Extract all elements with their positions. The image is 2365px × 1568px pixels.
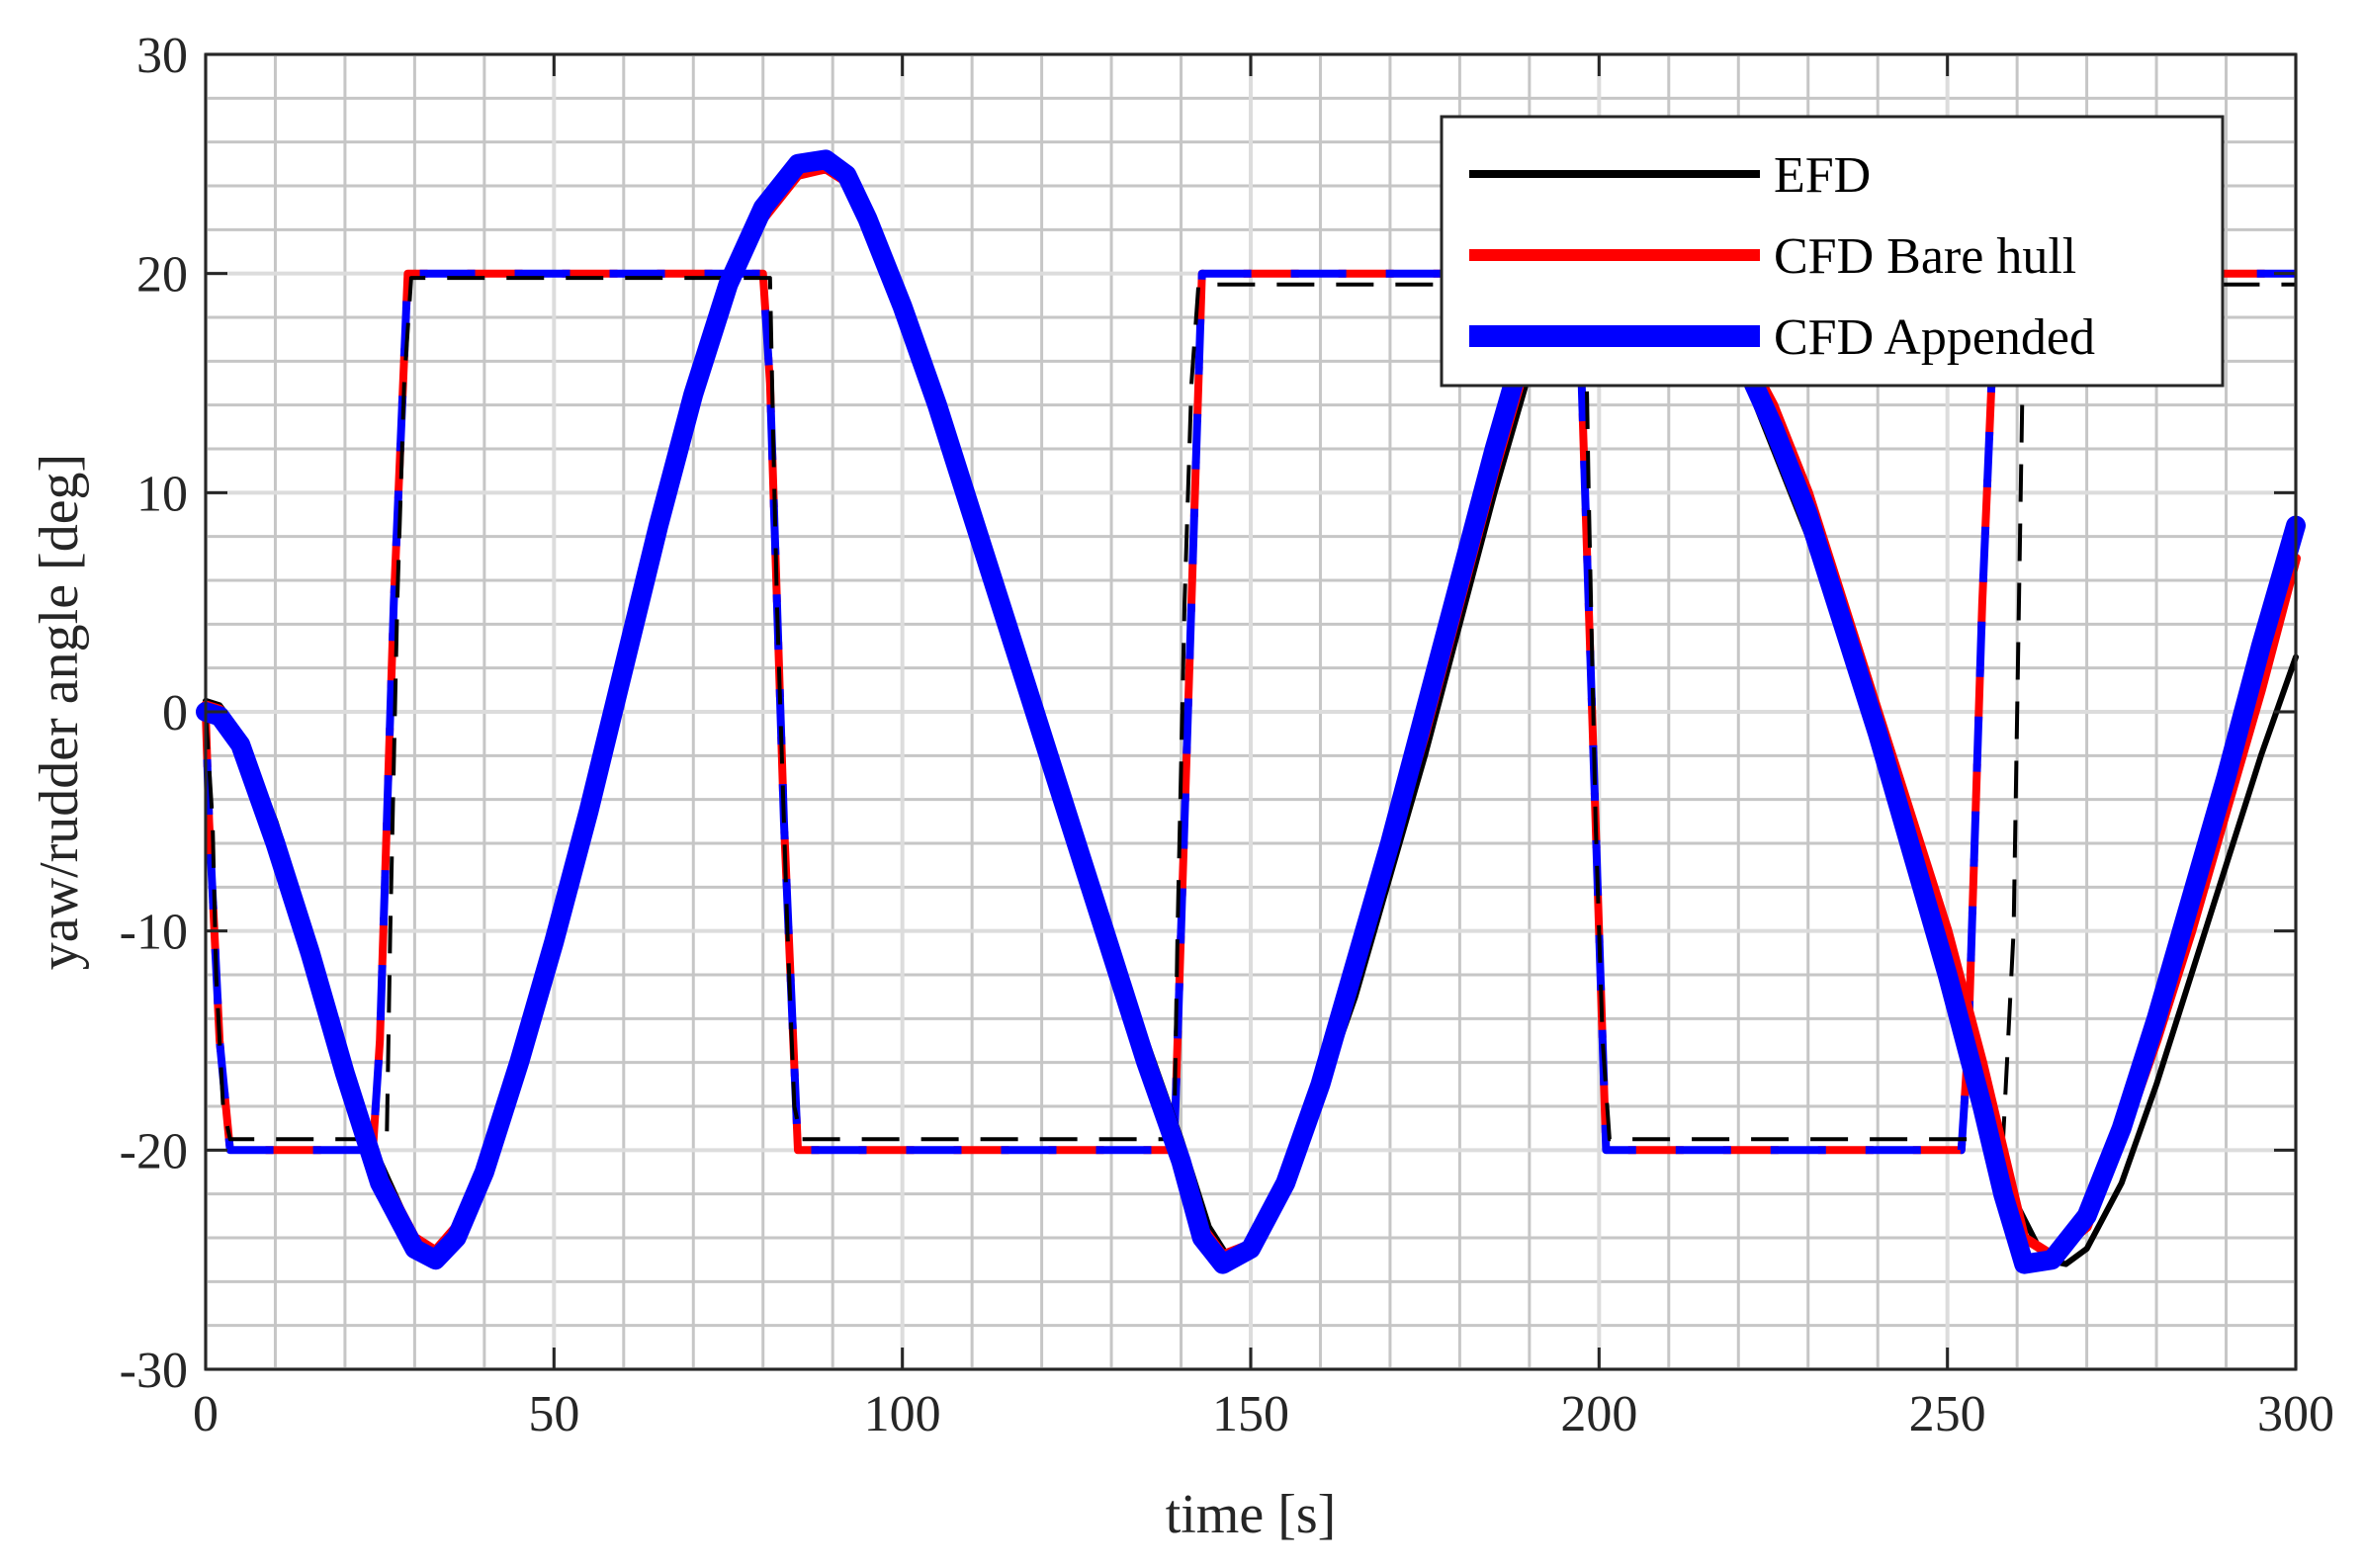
y-tick-label: -30 bbox=[120, 1343, 188, 1399]
x-tick-label: 50 bbox=[528, 1386, 579, 1442]
y-tick-label: -10 bbox=[120, 905, 188, 961]
x-tick-label: 300 bbox=[2257, 1386, 2334, 1442]
x-tick-label: 150 bbox=[1212, 1386, 1289, 1442]
legend-label: EFD bbox=[1774, 147, 1871, 204]
legend-label: CFD Bare hull bbox=[1774, 228, 2076, 285]
y-tick-label: 10 bbox=[136, 466, 188, 522]
y-tick-label: -20 bbox=[120, 1123, 188, 1179]
axis-ticks bbox=[204, 52, 2298, 1371]
y-axis-title: yaw/rudder angle [deg] bbox=[29, 454, 90, 970]
y-tick-label: 20 bbox=[136, 247, 188, 304]
legend-item: CFD Bare hull bbox=[1469, 228, 2076, 285]
legend-label: CFD Appended bbox=[1774, 309, 2095, 366]
x-tick-label: 200 bbox=[1560, 1386, 1637, 1442]
x-tick-label: 100 bbox=[864, 1386, 941, 1442]
legend-item: CFD Appended bbox=[1469, 309, 2095, 366]
legend: EFD CFD Bare hull CFD Appended bbox=[1440, 115, 2225, 388]
y-tick-labels: -30 -20 -10 0 10 20 30 bbox=[120, 28, 188, 1399]
x-tick-label: 250 bbox=[1909, 1386, 1986, 1442]
y-tick-label: 30 bbox=[136, 28, 188, 84]
legend-item: EFD bbox=[1469, 147, 1871, 204]
y-tick-label: 0 bbox=[162, 685, 188, 741]
x-tick-labels: 0 50 100 150 200 250 300 bbox=[193, 1386, 2334, 1442]
x-tick-label: 0 bbox=[193, 1386, 219, 1442]
x-axis-title: time [s] bbox=[1166, 1484, 1337, 1545]
yaw-series-group bbox=[196, 149, 2306, 1274]
series-line-cfd-appended bbox=[196, 149, 2306, 1274]
series-line-cfd-appended-rudder bbox=[202, 269, 2296, 1155]
